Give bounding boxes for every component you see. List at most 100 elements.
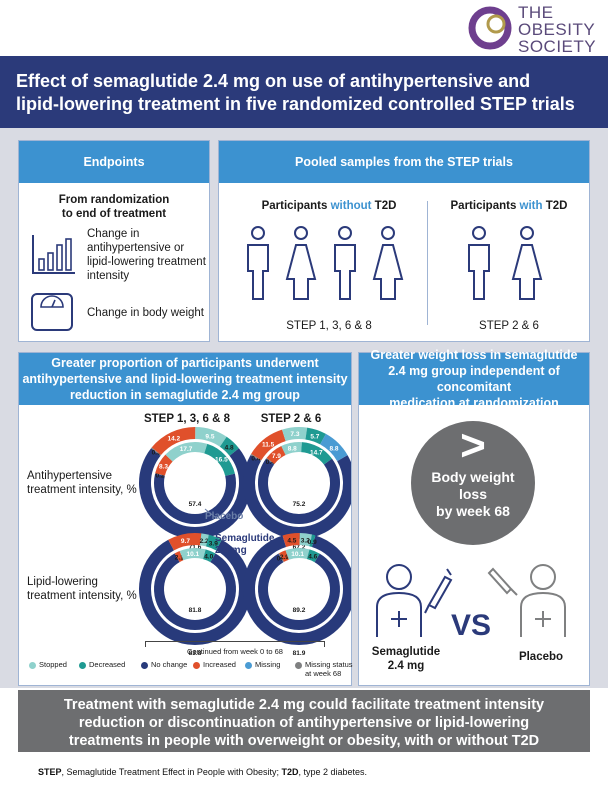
chart-3-inner-segment-no-change: [154, 553, 236, 630]
chart-legend: Stopped Decreased No change Increased Missin…: [23, 660, 353, 684]
placebo-group-label: Placebo: [518, 651, 564, 663]
pooled-panel: Pooled samples from the STEP trials Part…: [218, 140, 590, 342]
chart-1-outer-label-missing-status-at-week-68: 0.3: [152, 450, 161, 457]
legend-swatch: [193, 662, 200, 669]
column-step-2-6: STEP 2 & 6: [260, 413, 322, 425]
chart-2-outer-segment-decreased: [305, 427, 326, 445]
endpoint-1-line-4: intensity: [87, 270, 130, 282]
chart-3-inner-label-decreased: 4.0: [204, 554, 213, 561]
placebo-pointer: [204, 508, 216, 518]
weight-loss-circle: [411, 421, 535, 545]
bar-chart-icon: [32, 235, 75, 274]
weight-header-line-3: medication at randomization: [389, 396, 559, 410]
chart-3-inner-segment-decreased: [202, 549, 216, 563]
participants-with-t2d-label: Participants with T2D: [439, 199, 579, 213]
trials-without-t2d: STEP 1, 3, 6 & 8: [286, 320, 372, 332]
with-label-part-1: Participants: [450, 200, 520, 212]
weight-header-line-2: 2.4 mg group independent of concomitant: [388, 364, 560, 394]
legend-swatch: [29, 662, 36, 669]
chart-3-inner-label-increased: 2.1: [175, 555, 184, 562]
endpoints-subtitle-line-1: From randomization: [58, 194, 170, 206]
endpoint-item-intensity: Change in antihypertensive or lipid-lowe…: [87, 227, 209, 283]
pooled-divider: [427, 201, 428, 325]
trials-with-t2d: STEP 2 & 6: [479, 320, 539, 332]
semaglutide-label-line-1: Semaglutide: [215, 533, 275, 544]
chart-2-outer-segment-missing-status-at-week-68: [250, 453, 262, 462]
endpoints-header: Endpoints: [19, 141, 209, 183]
without-label-part-1: Participants: [261, 200, 331, 212]
chart-4-inner-segment-decreased: [306, 549, 320, 563]
with-label-part-3: T2D: [542, 200, 568, 212]
chart-1-inner-label-stopped: 17.7: [180, 446, 193, 453]
row-antihypertensive-label: Antihypertensive treatment intensity, %: [27, 469, 147, 497]
column-step-1-3-6-8: STEP 1, 3, 6 & 8: [143, 413, 231, 425]
proportion-header: Greater proportion of participants under…: [19, 353, 351, 405]
chart-3-outer-segment-decreased: [205, 534, 222, 551]
legend-swatch: [141, 662, 148, 669]
title-line-1: Effect of semaglutide 2.4 mg on use of a…: [16, 71, 531, 91]
vs-label: VS: [451, 609, 492, 642]
chart-4-inner-segment-no-change: [258, 553, 340, 630]
chart-2-inner-segment-no-change: [258, 458, 340, 524]
chart-4-inner-label-no-change: 89.2: [293, 607, 306, 614]
row-1-label-line-1: Antihypertensive: [27, 470, 113, 482]
endpoint-1-line-1: Change in: [87, 228, 140, 240]
participants-without-t2d-label: Participants without T2D: [239, 199, 419, 213]
chart-1-outer-label-no-change: 71.6: [189, 544, 202, 551]
chart-3-outer-label-no-change: 83.8: [189, 650, 202, 657]
obesity-society-logo-icon: [468, 6, 512, 50]
chart-4-inner-label-missing-status-at-week-68: 0.4: [277, 556, 286, 563]
semaglutide-label-line-2: 2.4 mg: [215, 545, 247, 556]
chart-2-inner-segment-decreased: [300, 442, 332, 465]
chart-2-inner-label-stopped: 8.8: [288, 446, 297, 453]
logo-line-2: OBESITY: [518, 20, 596, 39]
chart-1-inner-label-no-change: 57.4: [189, 501, 202, 508]
chart-4-inner-segment-increased: [279, 550, 289, 562]
legend-label: Stopped: [39, 660, 67, 669]
legend-label: Missing status at week 68: [305, 660, 353, 678]
chart-3-inner-label-stopped: 10.1: [186, 551, 199, 558]
chart-2-inner-label-missing-status-at-week-68: 0.4: [266, 459, 275, 466]
chart-4-outer-label-no-change: 81.9: [293, 650, 306, 657]
endpoint-1-line-2: antihypertensive or: [87, 242, 185, 254]
chart-2-outer-label-decreased: 5.7: [310, 434, 319, 441]
chart-3-outer-label-stopped: 2.2: [200, 538, 209, 545]
chart-2-outer-segment-stopped: [282, 427, 308, 442]
logo-text: THE OBESITY SOCIETY: [518, 4, 608, 55]
chart-3-inner-segment-increased: [174, 550, 184, 563]
chart-3-outer-label-decreased: 3.9: [209, 540, 218, 547]
row-2-label-line-1: Lipid-lowering: [27, 576, 98, 588]
chart-4-outer-segment-increased: [282, 533, 300, 548]
chart-2-inner-label-increased: 7.9: [272, 453, 281, 460]
chart-4-inner-label-stopped: 10.1: [291, 551, 304, 558]
chart-3-inner-label-no-change: 81.8: [189, 607, 202, 614]
row-lipid-lowering-label: Lipid-lowering treatment intensity, %: [27, 575, 147, 603]
people-without-t2d-icon: [247, 226, 404, 300]
logo-line-3: SOCIETY: [518, 37, 597, 56]
conclusion-line-2: reduction or discontinuation of antihype…: [78, 715, 530, 731]
footnote-text-2: , type 2 diabetes.: [298, 767, 368, 777]
donut-charts: 71.60.314.2 9.54.857.40.28.317.716.567.20…: [139, 427, 351, 657]
chart-2-outer-label-stopped: 7.3: [290, 431, 299, 438]
weight-circle-line-2: loss: [458, 486, 487, 502]
weight-circle-line-1: Body weight: [431, 469, 515, 485]
semaglutide-label: Semaglutide 2.4 mg: [215, 533, 274, 557]
semaglutide-group-label: Semaglutide 2.4 mg: [363, 645, 449, 673]
chart-3-outer-segment-stopped: [199, 533, 209, 547]
chart-2-outer-label-missing: 8.8: [329, 445, 338, 452]
proportion-panel: Greater proportion of participants under…: [18, 352, 353, 686]
placebo-person-pen-icon: [487, 564, 566, 637]
without-label-part-3: T2D: [371, 200, 397, 212]
continued-label: Continued from week 0 to 68: [187, 647, 283, 656]
semaglutide-person-pen-icon: [376, 564, 453, 637]
chart-1-outer-label-increased: 14.2: [167, 436, 180, 443]
chart-2-inner-segment-stopped: [281, 442, 302, 456]
semaglutide-group-line-1: Semaglutide: [371, 646, 441, 658]
chart-2-inner-label-decreased: 14.7: [310, 449, 323, 456]
chart-1-inner-segment-no-change: [154, 473, 236, 524]
endpoints-panel: Endpoints From randomization to end of t…: [18, 140, 210, 342]
chart-2-inner-label-no-change: 75.2: [293, 501, 306, 508]
greater-than-symbol: >: [460, 421, 486, 470]
weight-header: Greater weight loss in semaglutide 2.4 m…: [359, 348, 589, 410]
conclusion-line-1: Treatment with semaglutide 2.4 mg could …: [63, 697, 545, 713]
